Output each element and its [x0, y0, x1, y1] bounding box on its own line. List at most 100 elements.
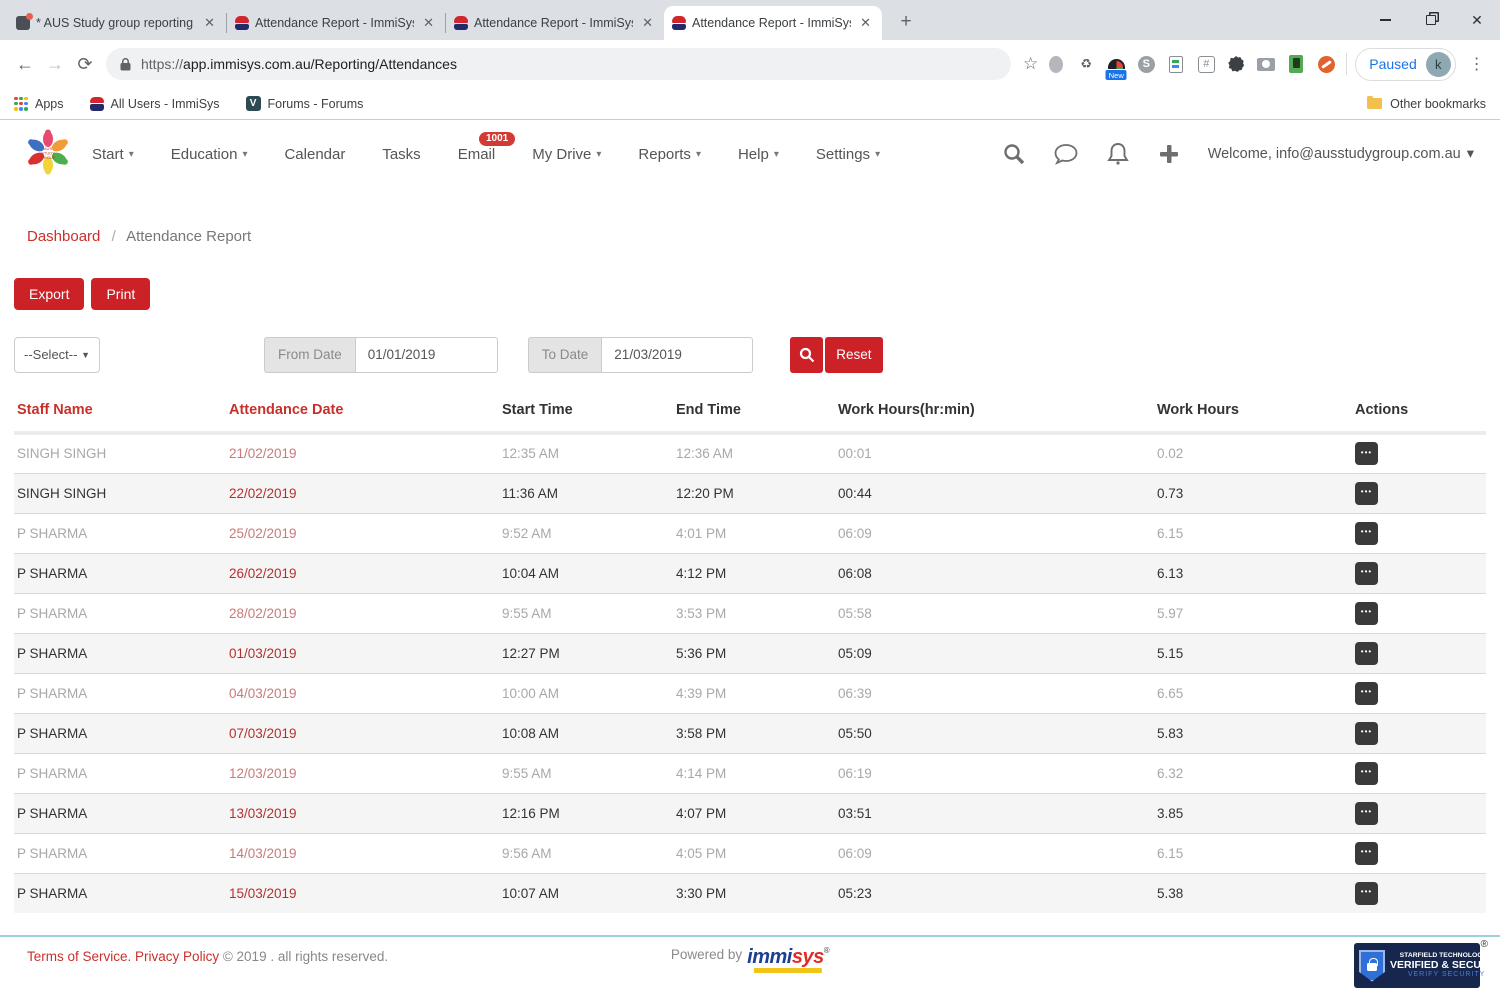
row-actions-button[interactable]: •••: [1355, 681, 1378, 705]
staff-select-dropdown[interactable]: --Select-- ▼: [14, 336, 100, 373]
attendance-date-cell[interactable]: 28/02/2019: [229, 605, 297, 621]
start-time-cell: 9:56 AM: [502, 845, 552, 861]
tab-close-icon[interactable]: ✕: [642, 15, 653, 30]
welcome-user-menu[interactable]: Welcome, info@ausstudygroup.com.au ▾: [1208, 146, 1474, 162]
bookmark-all-users[interactable]: All Users - ImmiSys: [89, 96, 220, 111]
menu-calendar[interactable]: Calendar: [284, 145, 346, 163]
attendance-date-cell[interactable]: 25/02/2019: [229, 525, 297, 541]
forums-favicon: V: [245, 96, 261, 111]
add-plus-icon[interactable]: [1157, 142, 1181, 166]
terms-of-service-link[interactable]: Terms of Service.: [27, 949, 132, 964]
from-date-input[interactable]: [354, 336, 498, 373]
reset-button[interactable]: Reset: [825, 336, 883, 373]
filter-row: --Select-- ▼ From Date To Date Reset: [0, 336, 1500, 373]
attendance-date-cell[interactable]: 26/02/2019: [229, 565, 297, 581]
chevron-down-icon: ▼: [81, 349, 90, 360]
new-tab-button[interactable]: +: [900, 11, 912, 32]
restore-icon[interactable]: [1408, 0, 1454, 40]
attendance-date-cell[interactable]: 22/02/2019: [229, 485, 297, 501]
camera-extension-icon[interactable]: [1254, 52, 1278, 76]
folder-icon: [1367, 95, 1383, 109]
bookmark-forums[interactable]: V Forums - Forums: [245, 96, 363, 111]
header-attendance-date[interactable]: Attendance Date: [229, 402, 344, 418]
row-actions-button[interactable]: •••: [1355, 601, 1378, 625]
forward-icon[interactable]: →: [46, 53, 64, 74]
row-actions-button[interactable]: •••: [1355, 442, 1378, 466]
row-actions-button[interactable]: •••: [1355, 881, 1378, 905]
print-button[interactable]: Print: [91, 278, 151, 310]
sync-paused-button[interactable]: Paused k: [1355, 47, 1456, 81]
menu-help[interactable]: Help ▾: [737, 145, 779, 163]
grid-extension-icon[interactable]: #: [1194, 52, 1218, 76]
chat-icon[interactable]: [1053, 142, 1079, 166]
tab-attendance-report-1[interactable]: Attendance Report - ImmiSys ✕: [227, 6, 445, 40]
gear-extension-icon[interactable]: [1224, 52, 1248, 76]
menu-start[interactable]: Start ▾: [92, 145, 134, 163]
email-count-badge: 1001: [478, 131, 516, 146]
tab-close-icon[interactable]: ✕: [204, 15, 215, 30]
menu-reports[interactable]: Reports ▾: [638, 145, 701, 163]
close-icon[interactable]: ✕: [1471, 11, 1483, 28]
row-actions-button[interactable]: •••: [1355, 481, 1378, 505]
end-time-cell: 12:20 PM: [676, 485, 734, 501]
row-actions-button[interactable]: •••: [1355, 721, 1378, 745]
row-actions-button[interactable]: •••: [1355, 561, 1378, 585]
attendance-date-cell[interactable]: 15/03/2019: [229, 885, 297, 901]
row-actions-button[interactable]: •••: [1355, 841, 1378, 865]
other-bookmarks-button[interactable]: Other bookmarks: [1367, 95, 1486, 111]
table-row: P SHARMA 07/03/2019 10:08 AM 3:58 PM 05:…: [14, 713, 1486, 753]
to-date-input[interactable]: [601, 336, 754, 373]
recycle-extension-icon[interactable]: ♻: [1080, 56, 1093, 71]
aus-study-group-logo[interactable]: AUS STUDY GROUP: [26, 129, 70, 180]
browser-menu-icon[interactable]: ⋮: [1468, 56, 1485, 73]
menu-education[interactable]: Education ▾: [170, 145, 248, 163]
reload-icon[interactable]: ⟳: [77, 53, 93, 74]
document-extension-icon[interactable]: [1164, 52, 1188, 76]
row-actions-button[interactable]: •••: [1355, 641, 1378, 665]
notifications-bell-icon[interactable]: [1106, 141, 1130, 167]
tab-close-icon[interactable]: ✕: [423, 15, 434, 30]
extensions-row: ♻ New S #: [1044, 52, 1338, 80]
dot-extension-icon[interactable]: [1314, 52, 1338, 76]
attendance-date-cell[interactable]: 14/03/2019: [229, 845, 297, 861]
phone-extension-icon[interactable]: [1284, 52, 1308, 76]
seal-verify-link[interactable]: VERIFY SECURITY: [1407, 971, 1486, 979]
row-actions-button[interactable]: •••: [1355, 761, 1378, 785]
oval-extension-icon[interactable]: [1044, 52, 1068, 76]
back-icon[interactable]: ←: [16, 53, 34, 74]
tab-attendance-report-active[interactable]: Attendance Report - ImmiSys ✕: [664, 6, 882, 40]
export-button[interactable]: Export: [14, 278, 85, 310]
profile-avatar[interactable]: k: [1425, 51, 1451, 77]
menu-email[interactable]: Email 1001: [458, 131, 516, 163]
tab-separator: [226, 13, 227, 33]
header-staff-name[interactable]: Staff Name: [17, 402, 93, 418]
attendance-date-cell[interactable]: 13/03/2019: [229, 805, 297, 821]
attendance-date-cell[interactable]: 07/03/2019: [229, 725, 297, 741]
menu-settings[interactable]: Settings ▾: [815, 145, 881, 163]
tab-aus-study-group[interactable]: * AUS Study group reporting tha ✕: [8, 6, 226, 40]
breadcrumb-dashboard-link[interactable]: Dashboard: [27, 228, 101, 245]
row-actions-button[interactable]: •••: [1355, 801, 1378, 825]
row-actions-button[interactable]: •••: [1355, 521, 1378, 545]
search-icon[interactable]: [1002, 142, 1026, 166]
chevron-down-icon: ▾: [128, 148, 134, 160]
address-bar[interactable]: https://app.immisys.com.au/Reporting/Att…: [106, 48, 1011, 80]
speedtest-extension-icon[interactable]: New: [1104, 52, 1128, 80]
skype-extension-icon[interactable]: S: [1134, 52, 1158, 76]
staff-name-cell: P SHARMA: [17, 725, 88, 741]
tab-attendance-report-2[interactable]: Attendance Report - ImmiSys ✕: [446, 6, 664, 40]
attendance-date-cell[interactable]: 12/03/2019: [229, 765, 297, 781]
bookmark-star-icon[interactable]: ☆: [1023, 54, 1039, 73]
attendance-date-cell[interactable]: 04/03/2019: [229, 685, 297, 701]
verified-secured-seal[interactable]: STARFIELD TECHNOLOGIES VERIFIED & SECURE…: [1354, 943, 1500, 988]
attendance-date-cell[interactable]: 01/03/2019: [229, 645, 297, 661]
privacy-policy-link[interactable]: Privacy Policy: [135, 949, 220, 964]
minimize-icon[interactable]: [1362, 0, 1408, 40]
attendance-date-cell[interactable]: 21/02/2019: [229, 446, 297, 462]
menu-tasks[interactable]: Tasks: [382, 145, 421, 163]
tab-close-icon[interactable]: ✕: [860, 15, 871, 30]
apps-shortcut[interactable]: Apps: [14, 96, 64, 111]
search-button[interactable]: [790, 336, 824, 373]
menu-my-drive[interactable]: My Drive ▾: [532, 145, 602, 163]
paused-label: Paused: [1369, 56, 1417, 72]
